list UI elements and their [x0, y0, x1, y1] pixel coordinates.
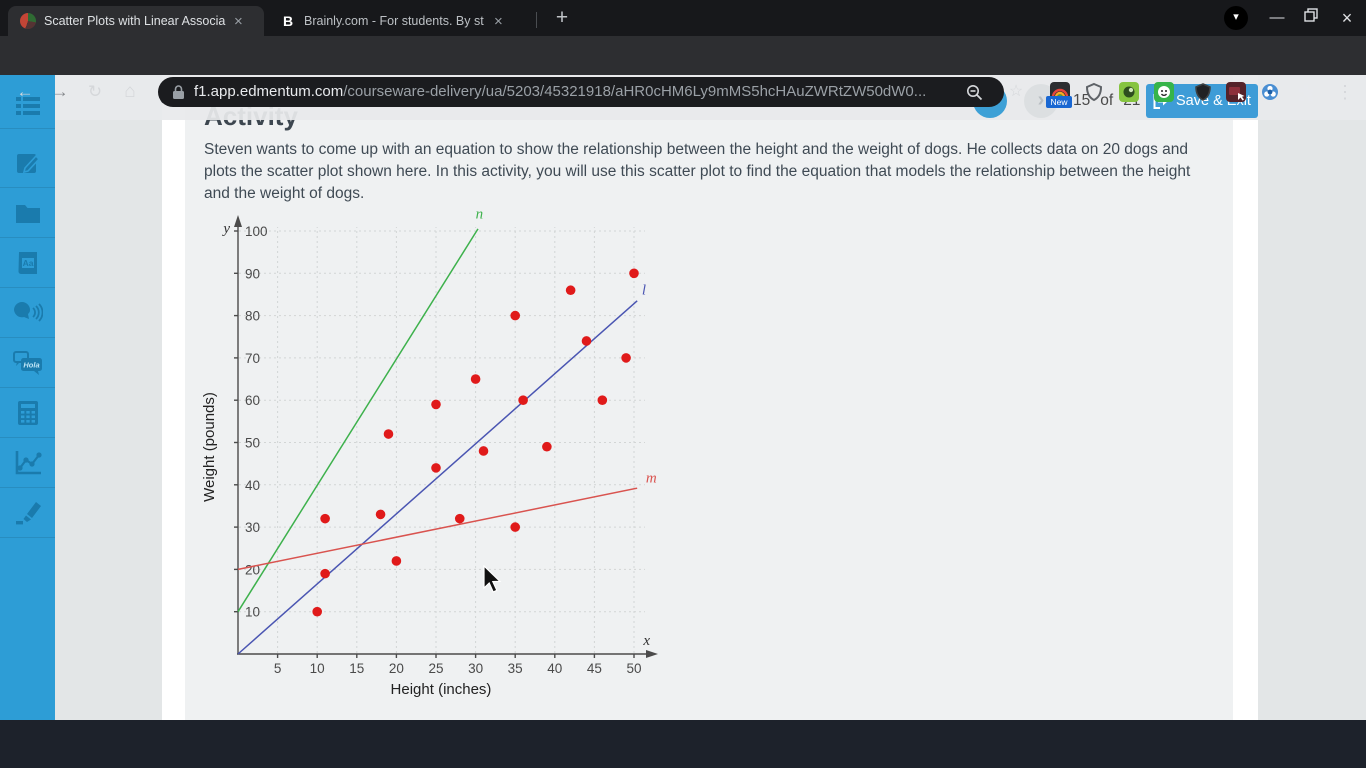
page-separator: of: [1100, 92, 1114, 109]
extension-green-cam-icon[interactable]: [1119, 82, 1139, 102]
svg-text:Aa: Aa: [22, 258, 33, 268]
svg-text:Height (inches): Height (inches): [391, 681, 492, 698]
svg-text:20: 20: [389, 661, 404, 676]
svg-text:5: 5: [274, 661, 282, 676]
browser-menu-kebab-icon[interactable]: ⋮: [1336, 82, 1354, 102]
lock-icon: [173, 85, 184, 99]
browser-toolbar: ← → ↻ ⌂ f1.app.edmentum.com/courseware-d…: [0, 36, 1366, 108]
forward-icon[interactable]: →: [51, 82, 69, 101]
svg-text:Weight (pounds): Weight (pounds): [201, 392, 218, 502]
tab-title: Scatter Plots with Linear Associa: [44, 14, 226, 28]
system-shelf: ↑ 1 INTL 8:51: [0, 720, 1366, 768]
extension-new-badge: New: [1046, 96, 1072, 108]
svg-text:35: 35: [508, 661, 523, 676]
svg-text:70: 70: [245, 351, 260, 366]
tab-divider: [536, 12, 537, 28]
back-icon[interactable]: ←: [16, 82, 34, 101]
bookmark-star-icon[interactable]: ☆: [1008, 83, 1024, 100]
svg-text:y: y: [221, 221, 230, 237]
extension-bitmoji-icon[interactable]: [1154, 82, 1174, 102]
url-text: f1.app.edmentum.com/courseware-delivery/…: [194, 83, 926, 100]
extensions-puzzle-icon[interactable]: [1296, 82, 1316, 102]
svg-text:x: x: [642, 633, 650, 649]
address-bar[interactable]: [158, 77, 1004, 107]
restore-icon: [1304, 8, 1318, 22]
svg-text:80: 80: [245, 309, 260, 324]
sidebar-item-glossary[interactable]: Aa: [0, 238, 55, 288]
svg-text:40: 40: [547, 661, 562, 676]
tab-brainly[interactable]: B Brainly.com - For students. By st ×: [268, 6, 530, 36]
svg-text:m: m: [646, 471, 657, 487]
minimize-button[interactable]: —: [1269, 9, 1285, 26]
translate-icon: Hola: [12, 350, 42, 375]
tab-edmentum[interactable]: Scatter Plots with Linear Associa ×: [8, 6, 264, 36]
home-icon[interactable]: ⌂: [124, 81, 136, 102]
graph-tool-icon: [15, 450, 42, 474]
svg-text:15: 15: [349, 661, 364, 676]
extension-shield-dim-icon[interactable]: [1084, 82, 1104, 102]
mouse-cursor: [483, 565, 502, 593]
new-tab-button[interactable]: +: [555, 6, 569, 29]
zoom-icon[interactable]: [966, 84, 983, 101]
sidebar-item-notes[interactable]: [0, 138, 55, 188]
brainly-favicon: B: [282, 13, 294, 29]
close-tab-icon[interactable]: ×: [494, 12, 503, 30]
svg-text:45: 45: [587, 661, 602, 676]
svg-text:60: 60: [245, 393, 260, 408]
url-path: /courseware-delivery/ua/5203/45321918/aH…: [343, 83, 927, 100]
svg-text:30: 30: [245, 520, 260, 535]
calculator-icon: [17, 400, 38, 425]
svg-text:50: 50: [245, 436, 260, 451]
svg-text:10: 10: [245, 605, 260, 620]
url-domain: f1.app.edmentum.com: [194, 83, 344, 100]
svg-text:25: 25: [428, 661, 443, 676]
highlighter-icon: [15, 501, 41, 524]
window-close-button[interactable]: ×: [1341, 8, 1353, 28]
notes-icon: [16, 153, 40, 173]
tab-title: Brainly.com - For students. By st: [304, 14, 484, 28]
sidebar-item-speak[interactable]: [0, 288, 55, 338]
contents-list-icon: [15, 97, 40, 115]
folder-icon: [15, 204, 40, 223]
lesson-card: [185, 75, 1233, 720]
activity-paragraph: Steven wants to come up with an equation…: [204, 141, 1191, 202]
sidebar-item-graph[interactable]: [0, 438, 55, 488]
svg-text:90: 90: [245, 266, 260, 281]
extension-screencastify-icon[interactable]: [1226, 82, 1246, 102]
close-tab-icon[interactable]: ×: [234, 12, 243, 30]
text-to-speech-icon: [13, 301, 43, 322]
sidebar-item-highlighter[interactable]: [0, 488, 55, 538]
svg-text:Hola: Hola: [23, 360, 39, 369]
svg-text:30: 30: [468, 661, 483, 676]
sidebar-item-folder[interactable]: [0, 188, 55, 238]
edmentum-favicon: [20, 13, 36, 29]
extension-shield-dark-icon[interactable]: [1193, 82, 1213, 102]
glossary-book-icon: Aa: [18, 251, 37, 274]
svg-text:l: l: [642, 282, 646, 298]
restore-button[interactable]: [1298, 8, 1324, 28]
svg-text:n: n: [476, 207, 484, 222]
svg-text:10: 10: [310, 661, 325, 676]
scatter-plot: 5 10 15 20 25 30 35 40 45 50102030405060708090100…: [201, 207, 658, 698]
svg-text:100: 100: [245, 224, 268, 239]
svg-text:40: 40: [245, 478, 260, 493]
extension-pinwheel-icon[interactable]: [1260, 82, 1280, 102]
sidebar-item-contents[interactable]: [0, 84, 55, 129]
tab-strip: Scatter Plots with Linear Associa × B Br…: [0, 0, 1366, 36]
sidebar-item-translate[interactable]: Hola: [0, 338, 55, 388]
page-current: 15: [1073, 92, 1091, 109]
svg-text:50: 50: [626, 661, 641, 676]
reload-icon[interactable]: ↻: [87, 82, 103, 101]
tools-sidebar: Aa Hola: [0, 75, 55, 720]
sidebar-item-calculator[interactable]: [0, 388, 55, 438]
media-controls-icon[interactable]: ▾: [1224, 6, 1248, 30]
